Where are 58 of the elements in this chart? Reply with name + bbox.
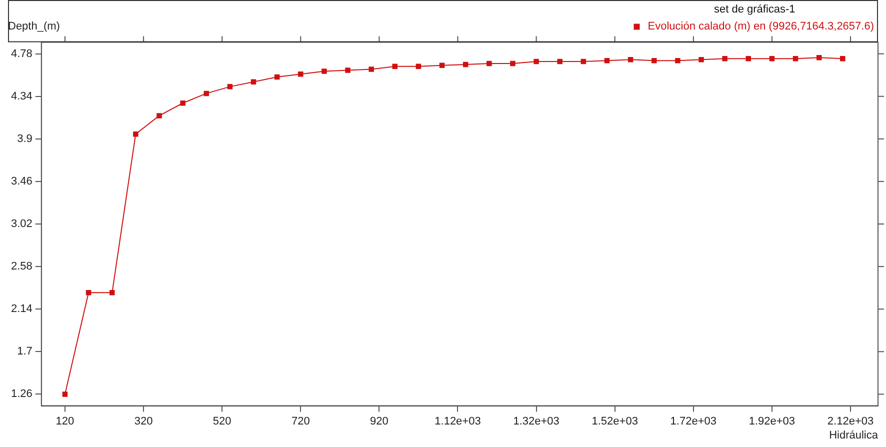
y-tick-label: 4.78 [10,48,32,60]
point [510,60,516,66]
point [416,64,422,69]
point [345,68,350,73]
point [746,56,752,62]
x-tick-label: 320 [134,415,153,428]
y-tick-label: 3.46 [10,175,32,188]
point [675,58,680,64]
y-tick-label: 3.02 [10,218,32,230]
x-axis-title: Hidráulica [829,429,879,442]
x-tick-label: 920 [370,415,388,428]
legend-title: set de gráficas-1 [714,4,796,16]
point [133,131,138,137]
y-tick-label: 2.58 [10,260,32,273]
point [392,64,398,69]
y-axis-title: Depth_(m) [8,20,60,33]
y-tick-label: 1.26 [10,388,32,400]
x-tick-label: 1.92e+03 [748,415,796,428]
x-tick-label: 1.32e+03 [513,415,560,428]
point [250,79,256,84]
point [462,62,468,68]
point [180,100,186,106]
x-tick-label: 2.12e+03 [827,415,874,428]
point [439,62,445,68]
x-tick-label: 720 [291,415,310,428]
y-tick-label: 1.7 [17,346,32,358]
point [322,68,327,74]
point [156,113,162,118]
point [604,58,610,64]
point [534,58,539,64]
point [298,71,304,77]
point [486,60,492,66]
point [204,90,209,96]
point [628,56,634,62]
y-tick-label: 4.34 [10,90,32,102]
point [557,58,562,64]
point [274,74,280,80]
point [580,58,586,64]
y-tick-label: 3.9 [17,132,32,145]
point [722,56,728,62]
point [840,56,846,62]
x-tick-label: 1.72e+03 [670,415,716,428]
x-tick-label: 1.12e+03 [434,415,481,428]
point [227,84,233,90]
point [816,55,822,60]
legend-label: Evolución calado (m) en (9926,7164.3,2657.6) [648,20,874,33]
y-tick-label: 2.14 [10,303,32,316]
x-tick-label: 520 [212,415,232,428]
point [698,56,704,62]
x-tick-label: 1.52e+03 [592,415,638,428]
point [368,66,374,72]
point [792,56,798,62]
x-tick-label: 120 [56,415,74,428]
point [652,58,657,64]
point [769,56,775,62]
point [62,392,68,397]
point [109,290,115,296]
point [86,290,92,296]
